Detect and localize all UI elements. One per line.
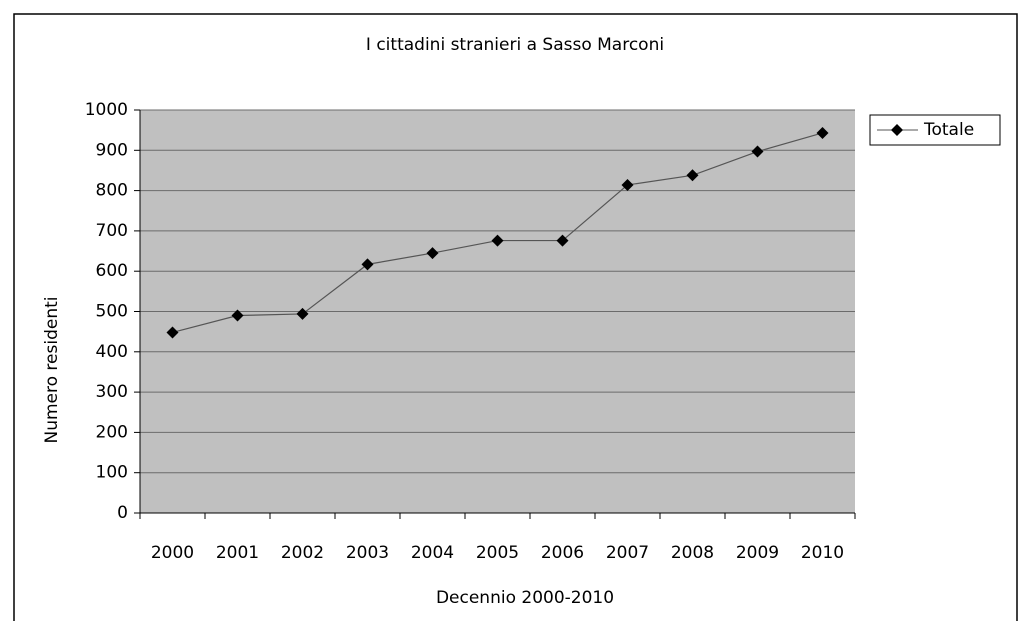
x-tick-label: 2007 — [606, 543, 649, 563]
data-point — [686, 169, 699, 182]
legend-label: Totale — [923, 120, 974, 140]
x-tick-label: 2010 — [801, 543, 844, 563]
x-axis-label: Decennio 2000-2010 — [436, 588, 614, 608]
y-tick-label: 800 — [96, 181, 128, 201]
data-point — [166, 326, 179, 339]
data-point — [556, 234, 569, 247]
x-tick-label: 2003 — [346, 543, 389, 563]
data-point — [816, 126, 829, 139]
data-point — [621, 178, 634, 191]
y-tick-label: 600 — [96, 261, 128, 281]
y-tick-label: 300 — [96, 382, 128, 402]
data-point — [751, 145, 764, 158]
data-point — [361, 258, 374, 271]
legend-box — [869, 114, 1001, 146]
data-point — [426, 247, 439, 260]
x-tick-label: 2008 — [671, 543, 714, 563]
y-axis-label: Numero residenti — [42, 297, 62, 444]
chart-title: I cittadini stranieri a Sasso Marconi — [366, 35, 664, 55]
data-point — [231, 309, 244, 322]
y-tick-label: 0 — [117, 503, 128, 523]
x-tick-label: 2004 — [411, 543, 454, 563]
x-tick-label: 2009 — [736, 543, 779, 563]
x-tick-label: 2005 — [476, 543, 519, 563]
x-tick-label: 2001 — [216, 543, 259, 563]
y-tick-label: 100 — [96, 463, 128, 483]
y-tick-label: 200 — [96, 422, 128, 442]
y-tick-label: 1000 — [85, 100, 128, 120]
data-point — [296, 307, 309, 320]
y-tick-label: 400 — [96, 342, 128, 362]
x-tick-label: 2000 — [151, 543, 194, 563]
x-tick-label: 2002 — [281, 543, 324, 563]
y-tick-label: 900 — [96, 140, 128, 160]
x-tick-label: 2006 — [541, 543, 584, 563]
legend-marker — [891, 124, 903, 136]
y-tick-label: 700 — [96, 221, 128, 241]
y-tick-label: 500 — [96, 302, 128, 322]
data-point — [491, 234, 504, 247]
